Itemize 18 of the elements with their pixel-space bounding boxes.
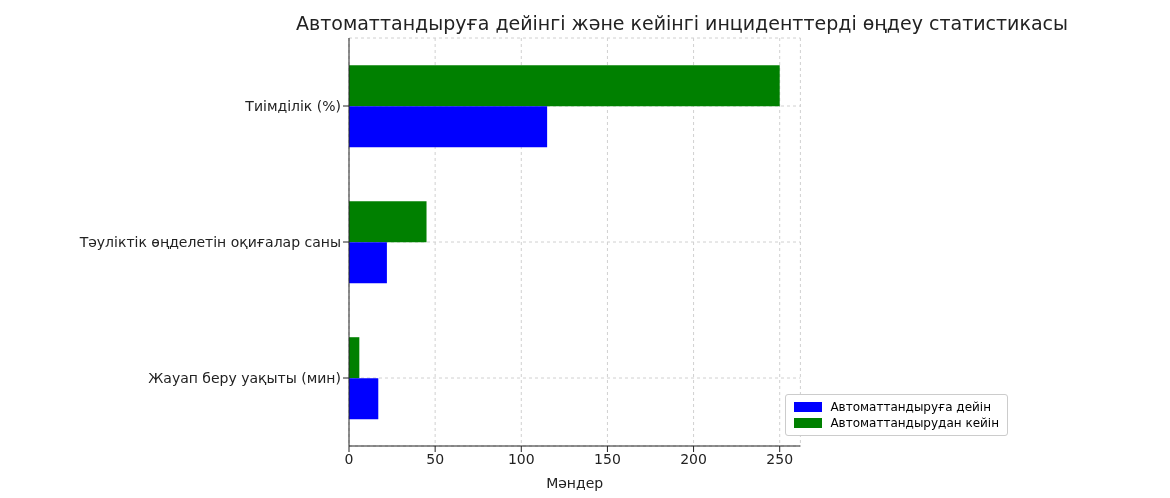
- x-tick-label: 0: [344, 450, 354, 467]
- y-tick-label: Жауап беру уақыты (мин): [148, 369, 341, 386]
- x-axis-title: Мәндер: [546, 475, 604, 491]
- y-tick-label: Тиімділік (%): [244, 97, 341, 114]
- legend-label: Автоматтандырудан кейін: [830, 416, 999, 430]
- chart-title: Автоматтандыруға дейінгі және кейінгі инциденттерді өңдеу статистикасы: [296, 12, 1068, 34]
- bar: [349, 65, 780, 107]
- y-tick-label: Тәуліктік өңделетін оқиғалар саны: [78, 233, 341, 250]
- x-tick-label: 100: [507, 450, 535, 467]
- bar: [349, 201, 427, 243]
- x-tick-label: 50: [426, 450, 445, 467]
- bar: [349, 378, 379, 420]
- bar: [349, 242, 387, 284]
- legend-label: Автоматтандыруға дейін: [830, 400, 991, 414]
- x-tick-label: 250: [766, 450, 794, 467]
- x-tick-label: 200: [680, 450, 707, 467]
- x-tick-label: 150: [594, 450, 621, 467]
- bar: [349, 106, 548, 148]
